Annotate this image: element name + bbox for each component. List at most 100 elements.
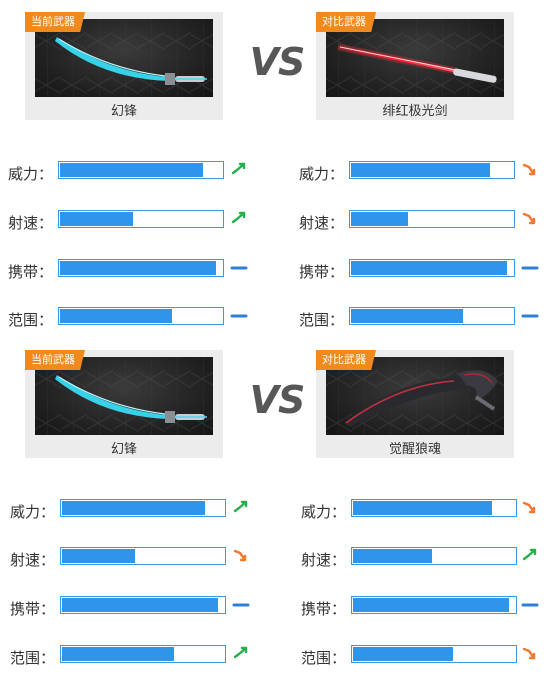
trend-down-icon <box>522 501 536 514</box>
trend-same-icon <box>230 266 248 270</box>
stat-label: 威力： <box>10 503 56 521</box>
stat-bar-fill <box>353 501 493 515</box>
stat-label: 范围： <box>301 649 347 667</box>
stat-bar <box>58 161 224 179</box>
trend-down-icon <box>522 647 536 660</box>
stat-fire-rate: 射速： <box>10 547 250 569</box>
current-weapon-card[interactable]: 当前武器 幻锋 <box>25 12 223 120</box>
stat-bar-fill <box>353 549 433 563</box>
stat-label: 携带： <box>299 263 345 281</box>
stat-label: 威力： <box>301 503 347 521</box>
stat-label: 威力： <box>8 165 54 183</box>
red-lightsaber-weapon-icon <box>337 43 497 83</box>
stat-label: 射速： <box>299 214 345 232</box>
stat-bar <box>58 259 224 277</box>
stat-bar-fill <box>351 309 463 323</box>
cyan-blade-weapon-icon <box>55 375 207 423</box>
compare-weapon-badge: 对比武器 <box>316 12 376 32</box>
stat-fire-rate: 射速： <box>8 210 248 232</box>
dark-claw-weapon-icon <box>344 370 498 427</box>
trend-same-icon <box>232 603 250 607</box>
trend-up-icon <box>231 162 246 175</box>
stat-bar <box>60 547 226 565</box>
stat-bar <box>349 307 515 325</box>
stat-bar-fill <box>351 261 507 275</box>
stat-bar <box>60 499 226 517</box>
stat-bar-fill <box>351 163 491 177</box>
stat-carry: 携带： <box>10 596 250 618</box>
stat-label: 范围： <box>10 649 56 667</box>
stat-fire-rate: 射速： <box>299 210 544 232</box>
weapon-image <box>326 357 504 435</box>
weapon-name: 绯红极光剑 <box>382 104 448 119</box>
trend-same-icon <box>521 603 539 607</box>
stat-bar <box>351 547 517 565</box>
trend-up-icon <box>233 500 248 513</box>
stat-bar-fill <box>353 647 454 661</box>
stat-label: 范围： <box>299 311 345 329</box>
stat-label: 射速： <box>10 551 56 569</box>
compare-weapon-card[interactable]: 对比武器 绯红极光剑 <box>316 12 514 120</box>
stat-power: 威力： <box>301 499 546 521</box>
trend-down-icon <box>233 549 247 562</box>
stat-bar-fill <box>60 212 133 226</box>
weapon-image <box>35 19 213 97</box>
stat-bar <box>60 645 226 663</box>
stat-bar <box>58 307 224 325</box>
stat-range: 范围： <box>10 645 250 667</box>
stat-range: 范围： <box>301 645 546 667</box>
vs-label: VS <box>249 378 306 422</box>
compare-weapon-badge: 对比武器 <box>316 350 376 370</box>
stat-carry: 携带： <box>8 259 248 281</box>
weapon-name: 幻锋 <box>110 104 137 119</box>
stat-bar-fill <box>62 647 174 661</box>
stat-range: 范围： <box>299 307 544 329</box>
vs-label: VS <box>249 40 306 84</box>
compare-weapon-card[interactable]: 对比武器 觉醒狼魂 <box>316 350 514 458</box>
stat-bar <box>60 596 226 614</box>
stat-fire-rate: 射速： <box>301 547 546 569</box>
stat-bar-fill <box>353 598 509 612</box>
current-weapon-card[interactable]: 当前武器 幻锋 <box>25 350 223 458</box>
stat-bar <box>351 596 517 614</box>
stat-label: 携带： <box>10 600 56 618</box>
stat-bar-fill <box>60 261 216 275</box>
stat-bar-fill <box>62 501 205 515</box>
trend-down-icon <box>522 163 536 176</box>
trend-down-icon <box>522 212 536 225</box>
current-weapon-badge: 当前武器 <box>25 350 85 370</box>
stat-label: 威力： <box>299 165 345 183</box>
stat-range: 范围： <box>8 307 248 329</box>
trend-up-icon <box>231 211 246 224</box>
trend-up-icon <box>233 646 248 659</box>
weapon-name: 幻锋 <box>110 442 137 457</box>
stat-label: 携带： <box>8 263 54 281</box>
stat-bar <box>58 210 224 228</box>
comparison-block-2: 当前武器 幻锋 VS 对比武器 觉醒狼魂 威力： 射速： 携带： 范围 <box>0 338 550 678</box>
stat-power: 威力： <box>299 161 544 183</box>
trend-same-icon <box>521 314 539 318</box>
stat-label: 射速： <box>301 551 347 569</box>
stat-bar-fill <box>60 309 172 323</box>
weapon-image <box>35 357 213 435</box>
stat-label: 携带： <box>301 600 347 618</box>
weapon-image <box>326 19 504 97</box>
stat-bar <box>349 161 515 179</box>
stat-bar <box>351 645 517 663</box>
trend-same-icon <box>230 314 248 318</box>
comparison-block-1: 当前武器 幻锋 VS 对比武器 绯红极光剑 威力： <box>8 12 544 329</box>
stat-bar <box>349 259 515 277</box>
stat-power: 威力： <box>10 499 250 521</box>
stat-bar-fill <box>60 163 203 177</box>
stat-carry: 携带： <box>301 596 546 618</box>
stat-label: 范围： <box>8 311 54 329</box>
cyan-blade-weapon-icon <box>55 37 207 85</box>
stat-bar-fill <box>351 212 408 226</box>
stat-power: 威力： <box>8 161 248 183</box>
trend-same-icon <box>521 266 539 270</box>
stat-label: 射速： <box>8 214 54 232</box>
stat-carry: 携带： <box>299 259 544 281</box>
current-weapon-badge: 当前武器 <box>25 12 85 32</box>
stat-bar <box>349 210 515 228</box>
trend-up-icon <box>522 548 537 561</box>
